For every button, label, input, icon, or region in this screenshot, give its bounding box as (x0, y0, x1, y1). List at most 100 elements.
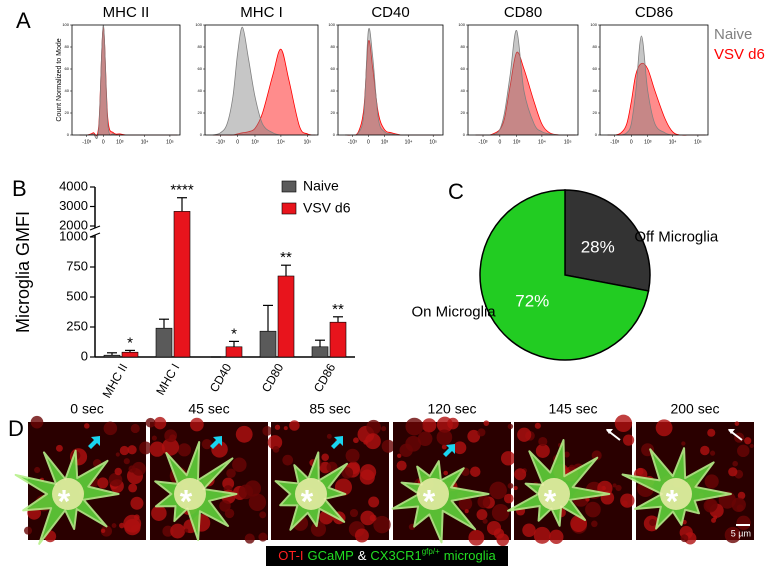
bar (329, 321, 347, 358)
micrograph (267, 419, 395, 543)
red-cell (184, 528, 189, 533)
red-cell (23, 526, 33, 535)
panel-label: C (448, 179, 464, 204)
red-cell (354, 528, 369, 543)
red-cell (170, 523, 186, 539)
x-tick-label: 10⁵ (564, 139, 572, 145)
panel-label: B (12, 176, 27, 201)
red-cell (123, 514, 142, 533)
y-tick-label: 60 (461, 66, 466, 71)
microglia-soma (174, 478, 206, 510)
y-tick-label: 0 (463, 132, 466, 137)
red-cell (365, 433, 381, 450)
x-tick-label: 10⁵ (429, 139, 437, 145)
red-cell (153, 416, 167, 430)
red-cell (248, 493, 267, 512)
caption-part: GCaMP (308, 548, 354, 563)
x-tick-label: 10⁴ (405, 139, 413, 145)
red-cell (326, 433, 332, 439)
red-cell (258, 532, 268, 542)
bar (225, 346, 243, 358)
density-curve (345, 28, 441, 136)
x-tick-label: 0 (236, 139, 239, 145)
y-axis-label: Count Normalized to Mode (56, 38, 63, 121)
red-cell (496, 533, 510, 547)
red-cell (491, 503, 510, 522)
red-cell (397, 453, 402, 459)
y-tick-label: 80 (331, 44, 336, 49)
micrograph (507, 414, 635, 545)
red-cell (111, 523, 117, 528)
time-label: 45 sec (188, 401, 229, 417)
red-cell (177, 443, 191, 457)
red-cell (507, 423, 514, 430)
y-tick-label: 20 (198, 110, 203, 115)
legend-label: Naive (714, 26, 752, 43)
plot-frame (599, 24, 709, 136)
red-cell (145, 417, 156, 428)
red-cell (396, 460, 407, 471)
significance: * (231, 325, 237, 342)
red-cell (417, 431, 433, 446)
x-tick-label: 10⁵ (166, 139, 174, 145)
red-cell (283, 426, 288, 431)
red-cell (244, 533, 255, 544)
y-tick-label: 80 (593, 44, 598, 49)
red-cell (612, 483, 617, 488)
x-tick-label: 10⁵ (304, 139, 312, 145)
y-tick-label: 750 (66, 258, 88, 273)
red-cell (585, 501, 601, 518)
red-cell (353, 437, 359, 444)
red-cell (591, 520, 598, 528)
red-cell (724, 526, 741, 544)
y-tick-label: 20 (593, 110, 598, 115)
x-tick-label: 10⁴ (669, 139, 677, 145)
center-marker: * (301, 483, 314, 519)
significance: **** (170, 182, 194, 199)
x-tick-label: MHC I (153, 361, 182, 397)
red-cell (503, 493, 514, 504)
red-cell (359, 469, 375, 485)
micrograph (145, 416, 273, 544)
red-cell (139, 441, 152, 455)
time-label: 145 sec (548, 401, 597, 417)
red-cell (477, 495, 491, 509)
y-axis-label: Microglia GMFI (13, 211, 33, 333)
red-cell (34, 466, 41, 474)
red-cell (636, 468, 644, 476)
red-cell (341, 467, 354, 479)
red-cell (405, 417, 424, 436)
microglia-soma (660, 478, 692, 510)
red-cell (151, 435, 157, 441)
y-tick-label: 80 (198, 44, 203, 49)
red-cell (522, 523, 536, 537)
red-cell (149, 441, 165, 457)
red-cell (262, 425, 273, 436)
category-label: Off Microglia (634, 229, 719, 246)
y-tick-label: 2000 (59, 217, 88, 232)
x-tick-label: 10³ (644, 139, 652, 145)
red-cell (591, 450, 602, 461)
red-cell (469, 466, 481, 477)
y-tick-label: 4000 (59, 178, 88, 193)
y-tick-label: 3000 (59, 198, 88, 213)
center-marker: * (180, 483, 193, 519)
red-cell (649, 519, 657, 527)
y-tick-label: 60 (593, 66, 598, 71)
red-cell (128, 483, 138, 493)
center-marker: * (58, 483, 71, 519)
red-cell (744, 437, 752, 445)
y-tick-label: 100 (458, 22, 465, 27)
red-cell (405, 435, 422, 452)
value-label: 28% (581, 237, 615, 256)
red-cell (517, 427, 532, 442)
red-cell (538, 436, 548, 447)
red-cell (232, 457, 247, 473)
arrow (443, 444, 455, 457)
red-cell (441, 444, 447, 450)
red-cell (500, 451, 516, 466)
red-cell (103, 421, 118, 436)
y-tick-label: 0 (67, 132, 70, 137)
red-cell (614, 414, 633, 433)
